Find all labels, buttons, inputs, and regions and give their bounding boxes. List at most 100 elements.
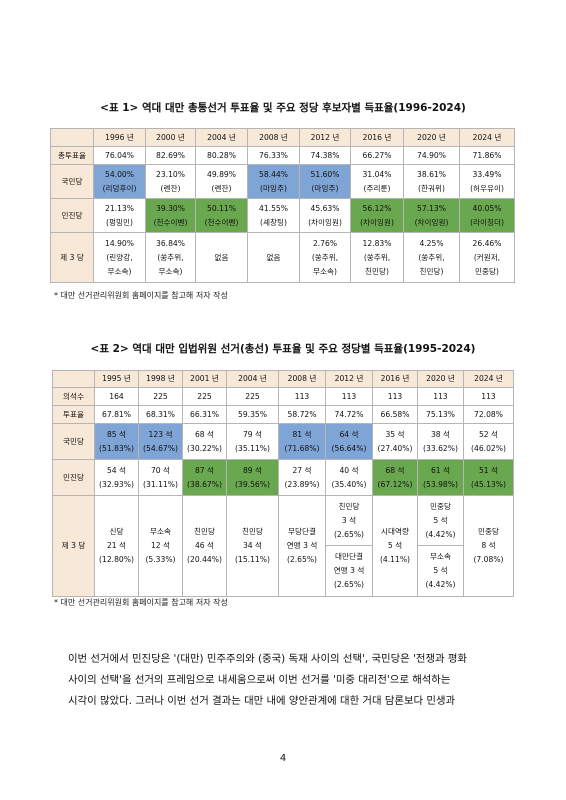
table1-year-header: 1996 년 bbox=[93, 128, 146, 147]
table1-cell: 없음 bbox=[195, 232, 248, 283]
table2-year-header: 2016 년 bbox=[372, 370, 418, 388]
table1-cell: 66.27% bbox=[350, 146, 404, 165]
table2-cell: 68 석 (67.12%) bbox=[372, 459, 418, 496]
table2-note: * 대만 선거관리위원회 홈페이지를 참고해 저자 작성 bbox=[54, 598, 228, 607]
third-2020-a: 민중당 5 석 (4.42%) bbox=[425, 501, 456, 539]
third-2020-b: 무소속 5 석 (4.42%) bbox=[418, 545, 463, 596]
table1-cell: 38.61% (한궈위) bbox=[403, 164, 460, 199]
row-label: 총투표율 bbox=[50, 146, 94, 165]
table1-row: 민진당 21.13% (펑밍민) 39.30% (천수이볜) 50.11% (천수이볜) 41… bbox=[50, 198, 515, 233]
table2-cell: 123 석 (54.67%) bbox=[138, 423, 183, 460]
table2-cell: 66.31% bbox=[182, 405, 227, 424]
table1-cell: 없음 bbox=[247, 232, 300, 283]
table1-cell: 76.33% bbox=[247, 146, 300, 165]
table2-row-third: 제 3 당 신당 21 석 (12.80%) 무소속 12 석 (5.33%) 친민당 4… bbox=[52, 495, 514, 597]
table1-cell: 49.89% (롄잔) bbox=[195, 164, 248, 199]
table2-cell: 225 bbox=[182, 387, 227, 406]
table1-cell: 82.69% bbox=[145, 146, 196, 165]
table2-cell: 64 석 (56.64%) bbox=[325, 423, 373, 460]
table1-cell: 80.28% bbox=[195, 146, 248, 165]
table1-row: 제 3 당 14.90% (린양강, 무소속) 36.84% (쑹추위, 무소속) 없음 없음 2… bbox=[50, 232, 515, 283]
table2-year-header: 2020 년 bbox=[417, 370, 464, 388]
table2-year-header: 2004 년 bbox=[226, 370, 279, 388]
table1-year-header: 2020 년 bbox=[403, 128, 460, 147]
third-2012-b: 대만단결 연맹 3 석 (2.65%) bbox=[326, 545, 372, 596]
table1-cell: 12.83% (쑹추위, 친민당) bbox=[350, 232, 404, 283]
table2-cell: 75.13% bbox=[417, 405, 464, 424]
table1-corner bbox=[50, 128, 94, 147]
table2-cell: 85 석 (51.83%) bbox=[94, 423, 139, 460]
table2-corner bbox=[52, 370, 95, 388]
table2-cell: 38 석 (33.62%) bbox=[417, 423, 464, 460]
third-2012: 친민당 3 석 (2.65%) 대만단결 연맹 3 석 (2.65%) bbox=[325, 495, 373, 597]
table2: 1995 년 1998 년 2001 년 2004 년 2008 년 2012 년 2016… bbox=[52, 370, 514, 597]
table2-cell: 27 석 (23.89%) bbox=[278, 459, 326, 496]
table1-cell: 23.10% (롄잔) bbox=[145, 164, 196, 199]
row-label: 국민당 bbox=[50, 164, 94, 199]
table2-cell: 61 석 (53.98%) bbox=[417, 459, 464, 496]
table2-cell: 68.31% bbox=[138, 405, 183, 424]
third-2008: 무당단결 연맹 3 석 (2.65%) bbox=[278, 495, 326, 597]
table1-note: * 대만 선거관리위원회 홈페이지를 참고해 저자 작성 bbox=[54, 291, 228, 300]
table1-row: 총투표율 76.04% 82.69% 80.28% 76.33% 74.38% 66.27%… bbox=[50, 146, 515, 165]
table2-cell: 113 bbox=[463, 387, 514, 406]
table1-cell: 56.12% (차이잉원) bbox=[350, 198, 404, 233]
table2-cell: 113 bbox=[278, 387, 326, 406]
row-label: 민진당 bbox=[50, 198, 94, 233]
table2-cell: 54 석 (32.93%) bbox=[94, 459, 139, 496]
table2-cell: 113 bbox=[372, 387, 418, 406]
body-line-3: 시각이 많았다. 그러나 이번 선거 결과는 대만 내에 양안관계에 대한 거대… bbox=[68, 695, 456, 707]
third-2024: 민중당 8 석 (7.08%) bbox=[463, 495, 514, 597]
table2-cell: 70 석 (31.11%) bbox=[138, 459, 183, 496]
table2-cell: 74.72% bbox=[325, 405, 373, 424]
table1-cell: 26.46% (커원저, 민중당) bbox=[459, 232, 515, 283]
table2-cell: 35 석 (27.40%) bbox=[372, 423, 418, 460]
table2-cell: 40 석 (35.40%) bbox=[325, 459, 373, 496]
table2-cell: 72.08% bbox=[463, 405, 514, 424]
table2-row-seats: 의석수 164 225 225 225 113 113 113 113 113 bbox=[52, 387, 514, 406]
body-line-2: 사이의 선택'을 선거의 프레임으로 내세움으로써 이번 선거를 '미중 대리전… bbox=[68, 674, 451, 686]
table1-cell: 74.90% bbox=[403, 146, 460, 165]
third-2004: 친민당 34 석 (15.11%) bbox=[226, 495, 279, 597]
table2-year-header: 2012 년 bbox=[325, 370, 373, 388]
table2-cell: 79 석 (35.11%) bbox=[226, 423, 279, 460]
row-label: 제 3 당 bbox=[52, 495, 95, 597]
table1-year-header: 2000 년 bbox=[145, 128, 196, 147]
body-line-1: 이번 선거에서 민진당은 '(대만) 민주주의와 (중국) 독재 사이의 선택'… bbox=[68, 653, 467, 665]
table1-title: <표 1> 역대 대만 총통선거 투표율 및 주요 정당 후보자별 득표율(19… bbox=[100, 102, 466, 114]
row-label: 의석수 bbox=[52, 387, 95, 406]
table2-row-turnout: 투표율 67.81% 68.31% 66.31% 59.35% 58.72% 74.72% 6… bbox=[52, 405, 514, 424]
table2-cell: 81 석 (71.68%) bbox=[278, 423, 326, 460]
table1: 1996 년 2000 년 2004 년 2008 년 2012 년 2016 년 2020… bbox=[50, 128, 515, 283]
table1-cell: 57.13% (차이잉원) bbox=[403, 198, 460, 233]
table2-year-header: 2001 년 bbox=[182, 370, 227, 388]
table1-cell: 41.55% (셰창팅) bbox=[247, 198, 300, 233]
table1-cell: 71.86% bbox=[459, 146, 515, 165]
table2-cell: 68 석 (30.22%) bbox=[182, 423, 227, 460]
table2-cell: 66.58% bbox=[372, 405, 418, 424]
third-2001: 친민당 46 석 (20.44%) bbox=[182, 495, 227, 597]
table2-cell: 113 bbox=[325, 387, 373, 406]
table1-year-header: 2024 년 bbox=[459, 128, 515, 147]
table2-row-kmt: 국민당 85 석 (51.83%) 123 석 (54.67%) 68 석 (30.22%)… bbox=[52, 423, 514, 460]
table1-year-header: 2004 년 bbox=[195, 128, 248, 147]
row-label: 국민당 bbox=[52, 423, 95, 460]
table1-cell: 4.25% (쑹추위, 친민당) bbox=[403, 232, 460, 283]
table1-cell: 74.38% bbox=[299, 146, 351, 165]
table1-cell: 31.04% (주리룬) bbox=[350, 164, 404, 199]
table1-year-header: 2016 년 bbox=[350, 128, 404, 147]
table1-cell: 50.11% (천수이볜) bbox=[195, 198, 248, 233]
table1-cell: 14.90% (린양강, 무소속) bbox=[93, 232, 146, 283]
table2-year-header: 2008 년 bbox=[278, 370, 326, 388]
table1-cell: 39.30% (천수이볜) bbox=[145, 198, 196, 233]
table1-cell: 2.76% (쑹추위, 무소속) bbox=[299, 232, 351, 283]
table2-cell: 89 석 (39.56%) bbox=[226, 459, 279, 496]
table2-cell: 58.72% bbox=[278, 405, 326, 424]
table2-row-dpp: 민진당 54 석 (32.93%) 70 석 (31.11%) 87 석 (38.67%) 8… bbox=[52, 459, 514, 496]
third-2020: 민중당 5 석 (4.42%) 무소속 5 석 (4.42%) bbox=[417, 495, 464, 597]
table1-row: 국민당 54.00% (리덩후이) 23.10% (롄잔) 49.89% (롄잔) 58.44… bbox=[50, 164, 515, 199]
table1-cell: 40.05% (라이칭더) bbox=[459, 198, 515, 233]
table2-cell: 51 석 (45.13%) bbox=[463, 459, 514, 496]
row-label: 제 3 당 bbox=[50, 232, 94, 283]
table1-year-header: 2008 년 bbox=[247, 128, 300, 147]
